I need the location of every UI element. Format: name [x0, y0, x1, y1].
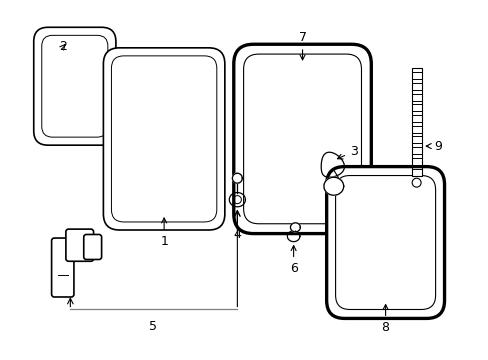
FancyBboxPatch shape — [52, 238, 74, 297]
Text: 2: 2 — [59, 40, 67, 53]
Polygon shape — [290, 223, 300, 232]
FancyBboxPatch shape — [233, 44, 370, 234]
FancyBboxPatch shape — [66, 229, 93, 261]
Text: 1: 1 — [160, 218, 168, 248]
FancyBboxPatch shape — [103, 48, 224, 230]
FancyBboxPatch shape — [335, 176, 435, 310]
FancyBboxPatch shape — [111, 56, 216, 222]
FancyBboxPatch shape — [41, 35, 108, 137]
Text: 7: 7 — [298, 31, 306, 60]
FancyBboxPatch shape — [34, 27, 116, 145]
Bar — [411, 115, 421, 122]
Bar — [411, 83, 421, 90]
Bar — [411, 136, 421, 143]
Bar — [411, 104, 421, 111]
Bar — [411, 94, 421, 100]
Bar — [411, 72, 421, 79]
FancyBboxPatch shape — [326, 167, 444, 319]
Polygon shape — [324, 177, 343, 195]
Bar — [411, 126, 421, 133]
Text: 3: 3 — [337, 145, 357, 159]
Text: 6: 6 — [289, 246, 297, 275]
Text: 5: 5 — [149, 320, 157, 333]
Polygon shape — [232, 173, 242, 183]
Text: 9: 9 — [426, 140, 441, 153]
FancyBboxPatch shape — [243, 54, 361, 224]
Bar — [411, 68, 421, 176]
Bar — [411, 158, 421, 165]
Text: 4: 4 — [233, 211, 241, 241]
Bar — [411, 147, 421, 154]
Bar — [411, 168, 421, 176]
Text: 8: 8 — [381, 305, 389, 334]
FancyBboxPatch shape — [83, 234, 102, 260]
